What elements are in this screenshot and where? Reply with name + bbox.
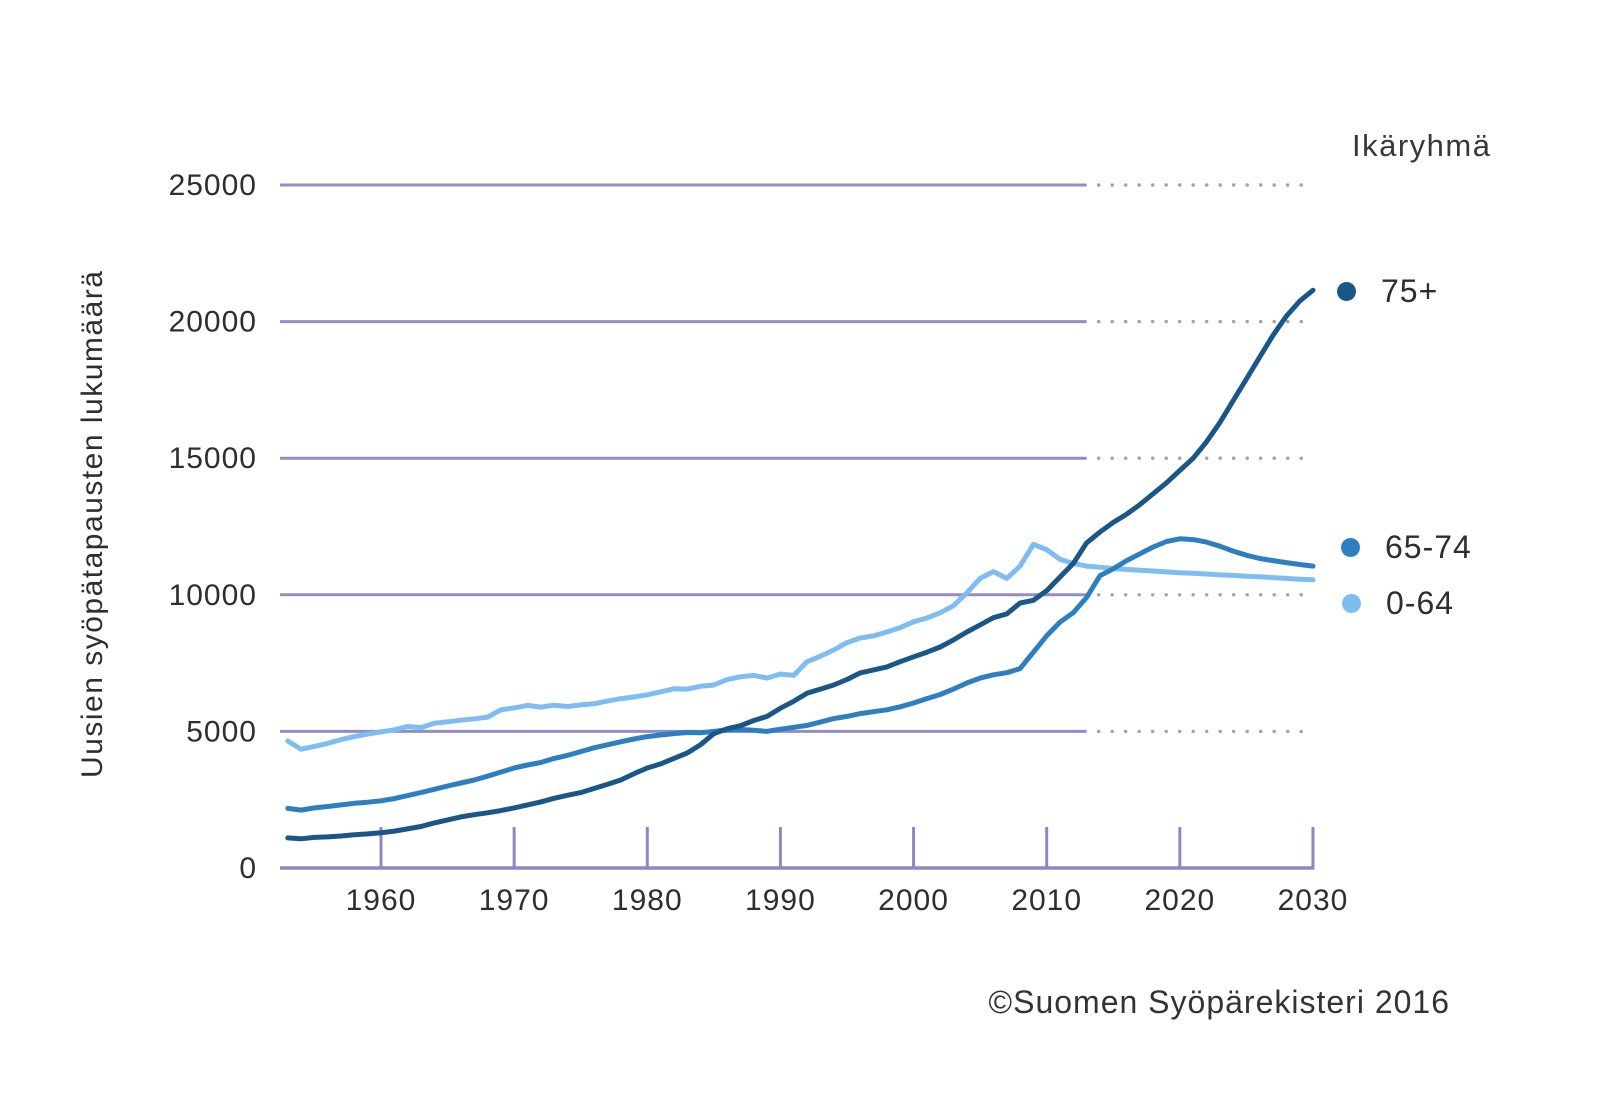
legend-dot-65-74-icon bbox=[1341, 537, 1360, 557]
legend-dot-0-64-icon bbox=[1342, 593, 1361, 613]
y-tick-label-5000: 5000 bbox=[186, 715, 257, 748]
legend-item-0-64: 0-64 bbox=[1342, 582, 1454, 624]
x-tick-label-2020: 2020 bbox=[1144, 884, 1215, 917]
attribution-text: ©Suomen Syöpärekisteri 2016 bbox=[988, 984, 1450, 1020]
x-tick-label-1960: 1960 bbox=[346, 884, 417, 917]
y-axis-title: Uusien syöpätapausten lukumäärä bbox=[76, 269, 109, 778]
y-tick-label-25000: 25000 bbox=[169, 169, 257, 202]
x-tick-label-1970: 1970 bbox=[479, 884, 550, 917]
y-tick-label-10000: 10000 bbox=[169, 579, 257, 612]
series-line-65-74 bbox=[285, 536, 1316, 813]
y-tick-label-0: 0 bbox=[239, 852, 257, 885]
x-tick-label-2030: 2030 bbox=[1278, 884, 1349, 917]
legend-item-65-74: 65-74 bbox=[1341, 526, 1472, 568]
legend-label-65-74: 65-74 bbox=[1385, 528, 1472, 565]
legend-item-75plus: 75+ bbox=[1337, 270, 1438, 312]
x-tick-label-2010: 2010 bbox=[1011, 884, 1082, 917]
series-line-0-64 bbox=[285, 541, 1316, 752]
x-tick-label-1980: 1980 bbox=[612, 884, 683, 917]
legend-dot-75plus-icon bbox=[1337, 281, 1356, 301]
x-axis: 1960 1970 1980 1990 2000 2010 2020 2030 bbox=[280, 827, 1349, 917]
y-tick-label-20000: 20000 bbox=[169, 306, 257, 339]
x-tick-label-1990: 1990 bbox=[745, 884, 816, 917]
series-lines bbox=[285, 287, 1316, 842]
gridlines: 0 5000 10000 15000 20000 25000 bbox=[169, 169, 1315, 885]
y-tick-label-15000: 15000 bbox=[169, 442, 257, 475]
legend-label-0-64: 0-64 bbox=[1386, 584, 1455, 621]
legend-title: Ikäryhmä bbox=[1352, 128, 1492, 163]
series-line-75+ bbox=[285, 287, 1316, 842]
legend-label-75plus: 75+ bbox=[1381, 272, 1439, 309]
x-tick-label-2000: 2000 bbox=[878, 884, 949, 917]
